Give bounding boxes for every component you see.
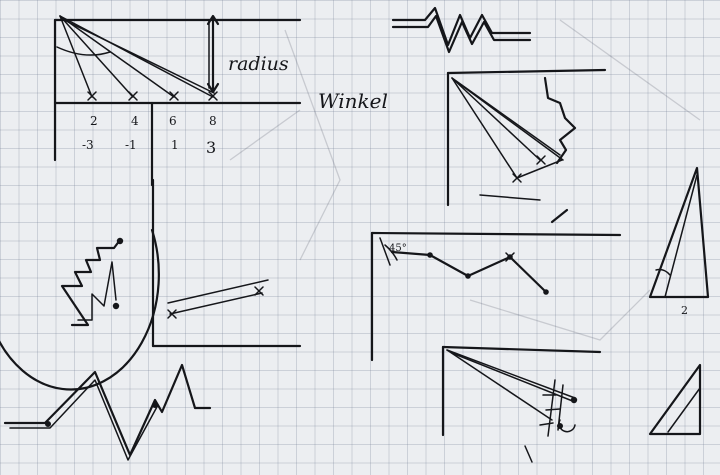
fan-ray-4: [456, 81, 564, 161]
radius-winkel-diagram: [53, 14, 302, 187]
base-angle-arc: [655, 268, 671, 276]
fan-jagged-edge: [543, 76, 577, 165]
big-circle: [0, 228, 160, 391]
zigzag-node: [152, 402, 158, 408]
tick-marks: [539, 394, 561, 426]
polyline-node: [465, 273, 471, 279]
frame-bottom-right: [479, 194, 541, 201]
triangle-outline: [648, 166, 710, 299]
erased-marks: [229, 19, 701, 341]
segment-cross-right: [254, 286, 264, 296]
frame-top: [370, 231, 622, 237]
zigzag-node: [45, 421, 51, 427]
fan-ray-1: [451, 77, 518, 179]
triangle-ray-1: [446, 349, 576, 399]
small-arc: [558, 419, 576, 433]
polyline-node: [427, 252, 433, 258]
ray-8-double: [61, 18, 215, 94]
cross-8: [208, 91, 218, 101]
strip-upper: [391, 6, 532, 47]
slash-mark: [524, 445, 533, 463]
ray-4: [59, 15, 134, 98]
triangle-frame: [441, 345, 602, 463]
tall-triangle: [648, 166, 710, 299]
triangle-ray-2: [446, 349, 553, 421]
angle-arc: [384, 244, 398, 261]
triangle-node: [557, 423, 563, 429]
zigzag-main: [3, 363, 212, 457]
zigzag-echo: [9, 379, 159, 461]
tick-label-top: 4: [131, 114, 139, 128]
tick-label-top: 2: [90, 114, 98, 128]
fan-cross: [536, 155, 546, 165]
small-triangle: [648, 363, 702, 436]
segment-upper: [167, 279, 269, 304]
ray-2: [59, 15, 93, 98]
zigzag-endpoint: [116, 237, 124, 245]
tick-label-top: 8: [209, 114, 217, 128]
triangle-base-label: 2: [681, 304, 688, 317]
polyline-cross: [505, 252, 515, 262]
cross-2: [87, 91, 97, 101]
zigzag-endpoint: [112, 302, 120, 310]
triangle-node: [570, 396, 578, 404]
frame-top: [446, 68, 607, 75]
triangle-inner: [664, 174, 698, 298]
ray-8: [59, 15, 214, 98]
segment-cross-left: [167, 309, 177, 319]
winkel-label: Winkel: [318, 89, 388, 113]
fan-bottom: [516, 159, 563, 179]
polyline-path: [390, 250, 548, 294]
triangle-inner: [667, 387, 701, 433]
frame-top: [441, 345, 602, 354]
tick-label-top: 6: [169, 114, 177, 128]
stray-stroke: [550, 208, 569, 224]
bottom-zigzag: [3, 363, 212, 461]
tick-label-bottom: -1: [125, 138, 137, 152]
top-zigzag-strip: [391, 6, 532, 54]
triangle-ray-3: [451, 352, 576, 403]
fan-ray-2: [451, 77, 541, 161]
angle-arc: [56, 46, 111, 56]
angle-mark-label: 45°: [389, 243, 407, 254]
strip-lower: [391, 14, 532, 54]
frame-inner-tick: [379, 237, 391, 266]
tick-label-bottom: 3: [206, 138, 216, 157]
zigzag-line: [60, 238, 122, 327]
cross-6: [169, 91, 179, 101]
segment-frame: [151, 178, 302, 348]
polyline-frame: [370, 231, 622, 362]
fan-frame: [446, 68, 607, 224]
polyline-node: [543, 289, 549, 295]
radius-label: radius: [228, 53, 289, 75]
circle-zigzag-figure: [0, 228, 160, 391]
zigzag-line-inner: [77, 261, 117, 321]
segment-lower: [169, 292, 263, 315]
tick-label-bottom: 1: [171, 138, 179, 152]
tick-label-bottom: -3: [82, 138, 94, 152]
cross-4: [128, 91, 138, 101]
tick-labels: 2 4 6 8 -3 -1 1 3: [82, 114, 217, 157]
triangle-outline: [648, 363, 702, 436]
fan-cross: [512, 173, 522, 183]
ray-6: [59, 15, 175, 98]
